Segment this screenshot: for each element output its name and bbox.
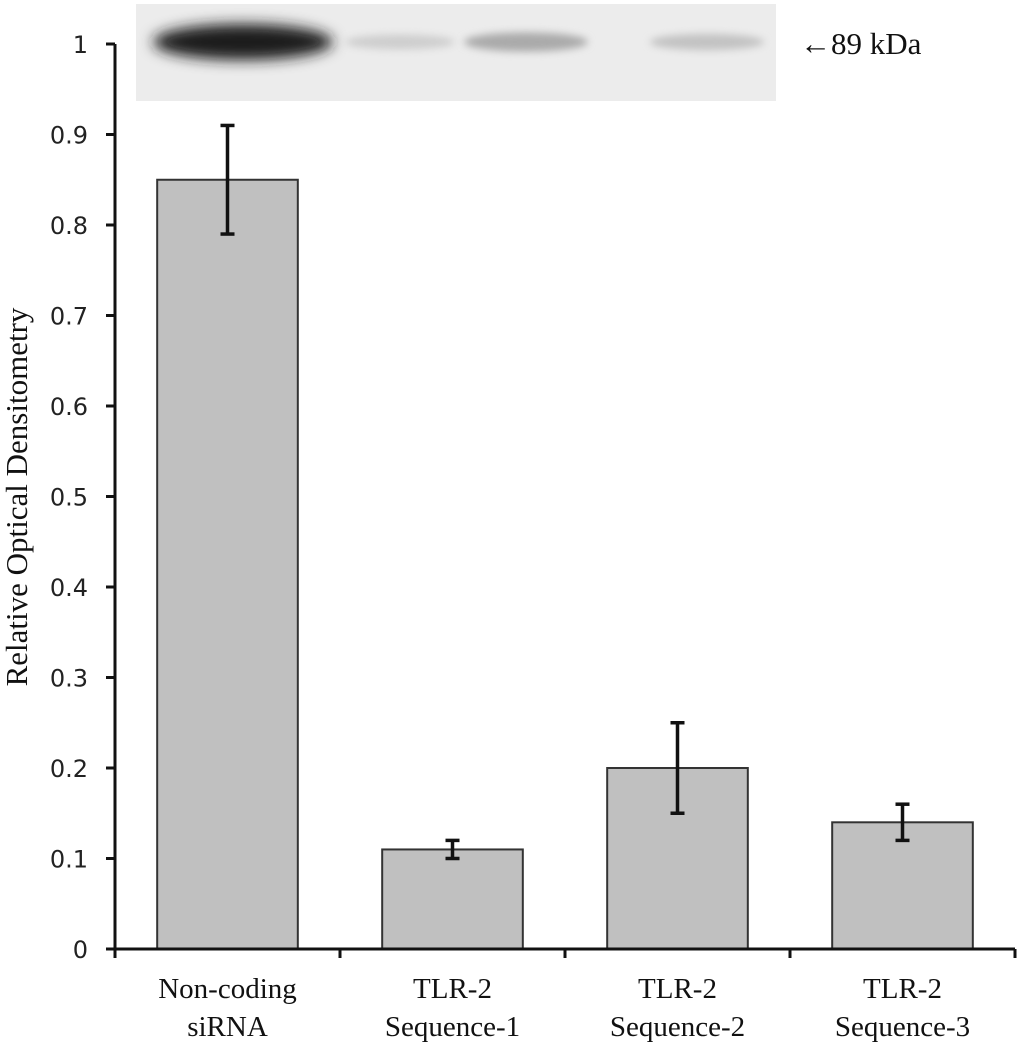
blot-band (345, 34, 455, 50)
x-category-label: Sequence-3 (835, 1011, 970, 1043)
y-tick-label: 0.2 (50, 755, 88, 783)
x-category-label: TLR-2 (638, 973, 717, 1005)
y-tick-label: 1 (73, 31, 88, 59)
band-size-label: ←89 kDa (800, 26, 922, 61)
blot-band (153, 24, 333, 60)
y-tick-label: 0.9 (50, 122, 88, 150)
bar (381, 848, 524, 951)
bar (156, 178, 299, 950)
x-category-label: TLR-2 (413, 973, 492, 1005)
x-category-label: TLR-2 (863, 973, 942, 1005)
x-category-label: Non-coding (158, 973, 297, 1005)
western-blot-inset (136, 4, 776, 101)
y-tick-label: 0.1 (50, 846, 88, 874)
y-tick-label: 0 (73, 936, 88, 964)
y-tick-label: 0.5 (50, 484, 88, 512)
y-tick-label: 0.4 (50, 574, 88, 602)
y-axis-title: Relative Optical Densitometry (0, 307, 34, 686)
x-category-label: Sequence-1 (385, 1011, 520, 1043)
x-category-label: Sequence-2 (610, 1011, 745, 1043)
x-category-label: siRNA (187, 1011, 268, 1043)
blot-band (464, 32, 588, 52)
y-tick-label: 0.6 (50, 393, 88, 421)
y-tick-label: 0.8 (50, 212, 88, 240)
y-tick-label: 0.3 (50, 665, 88, 693)
y-tick-label: 0.7 (50, 303, 88, 331)
blot-band (649, 33, 765, 51)
